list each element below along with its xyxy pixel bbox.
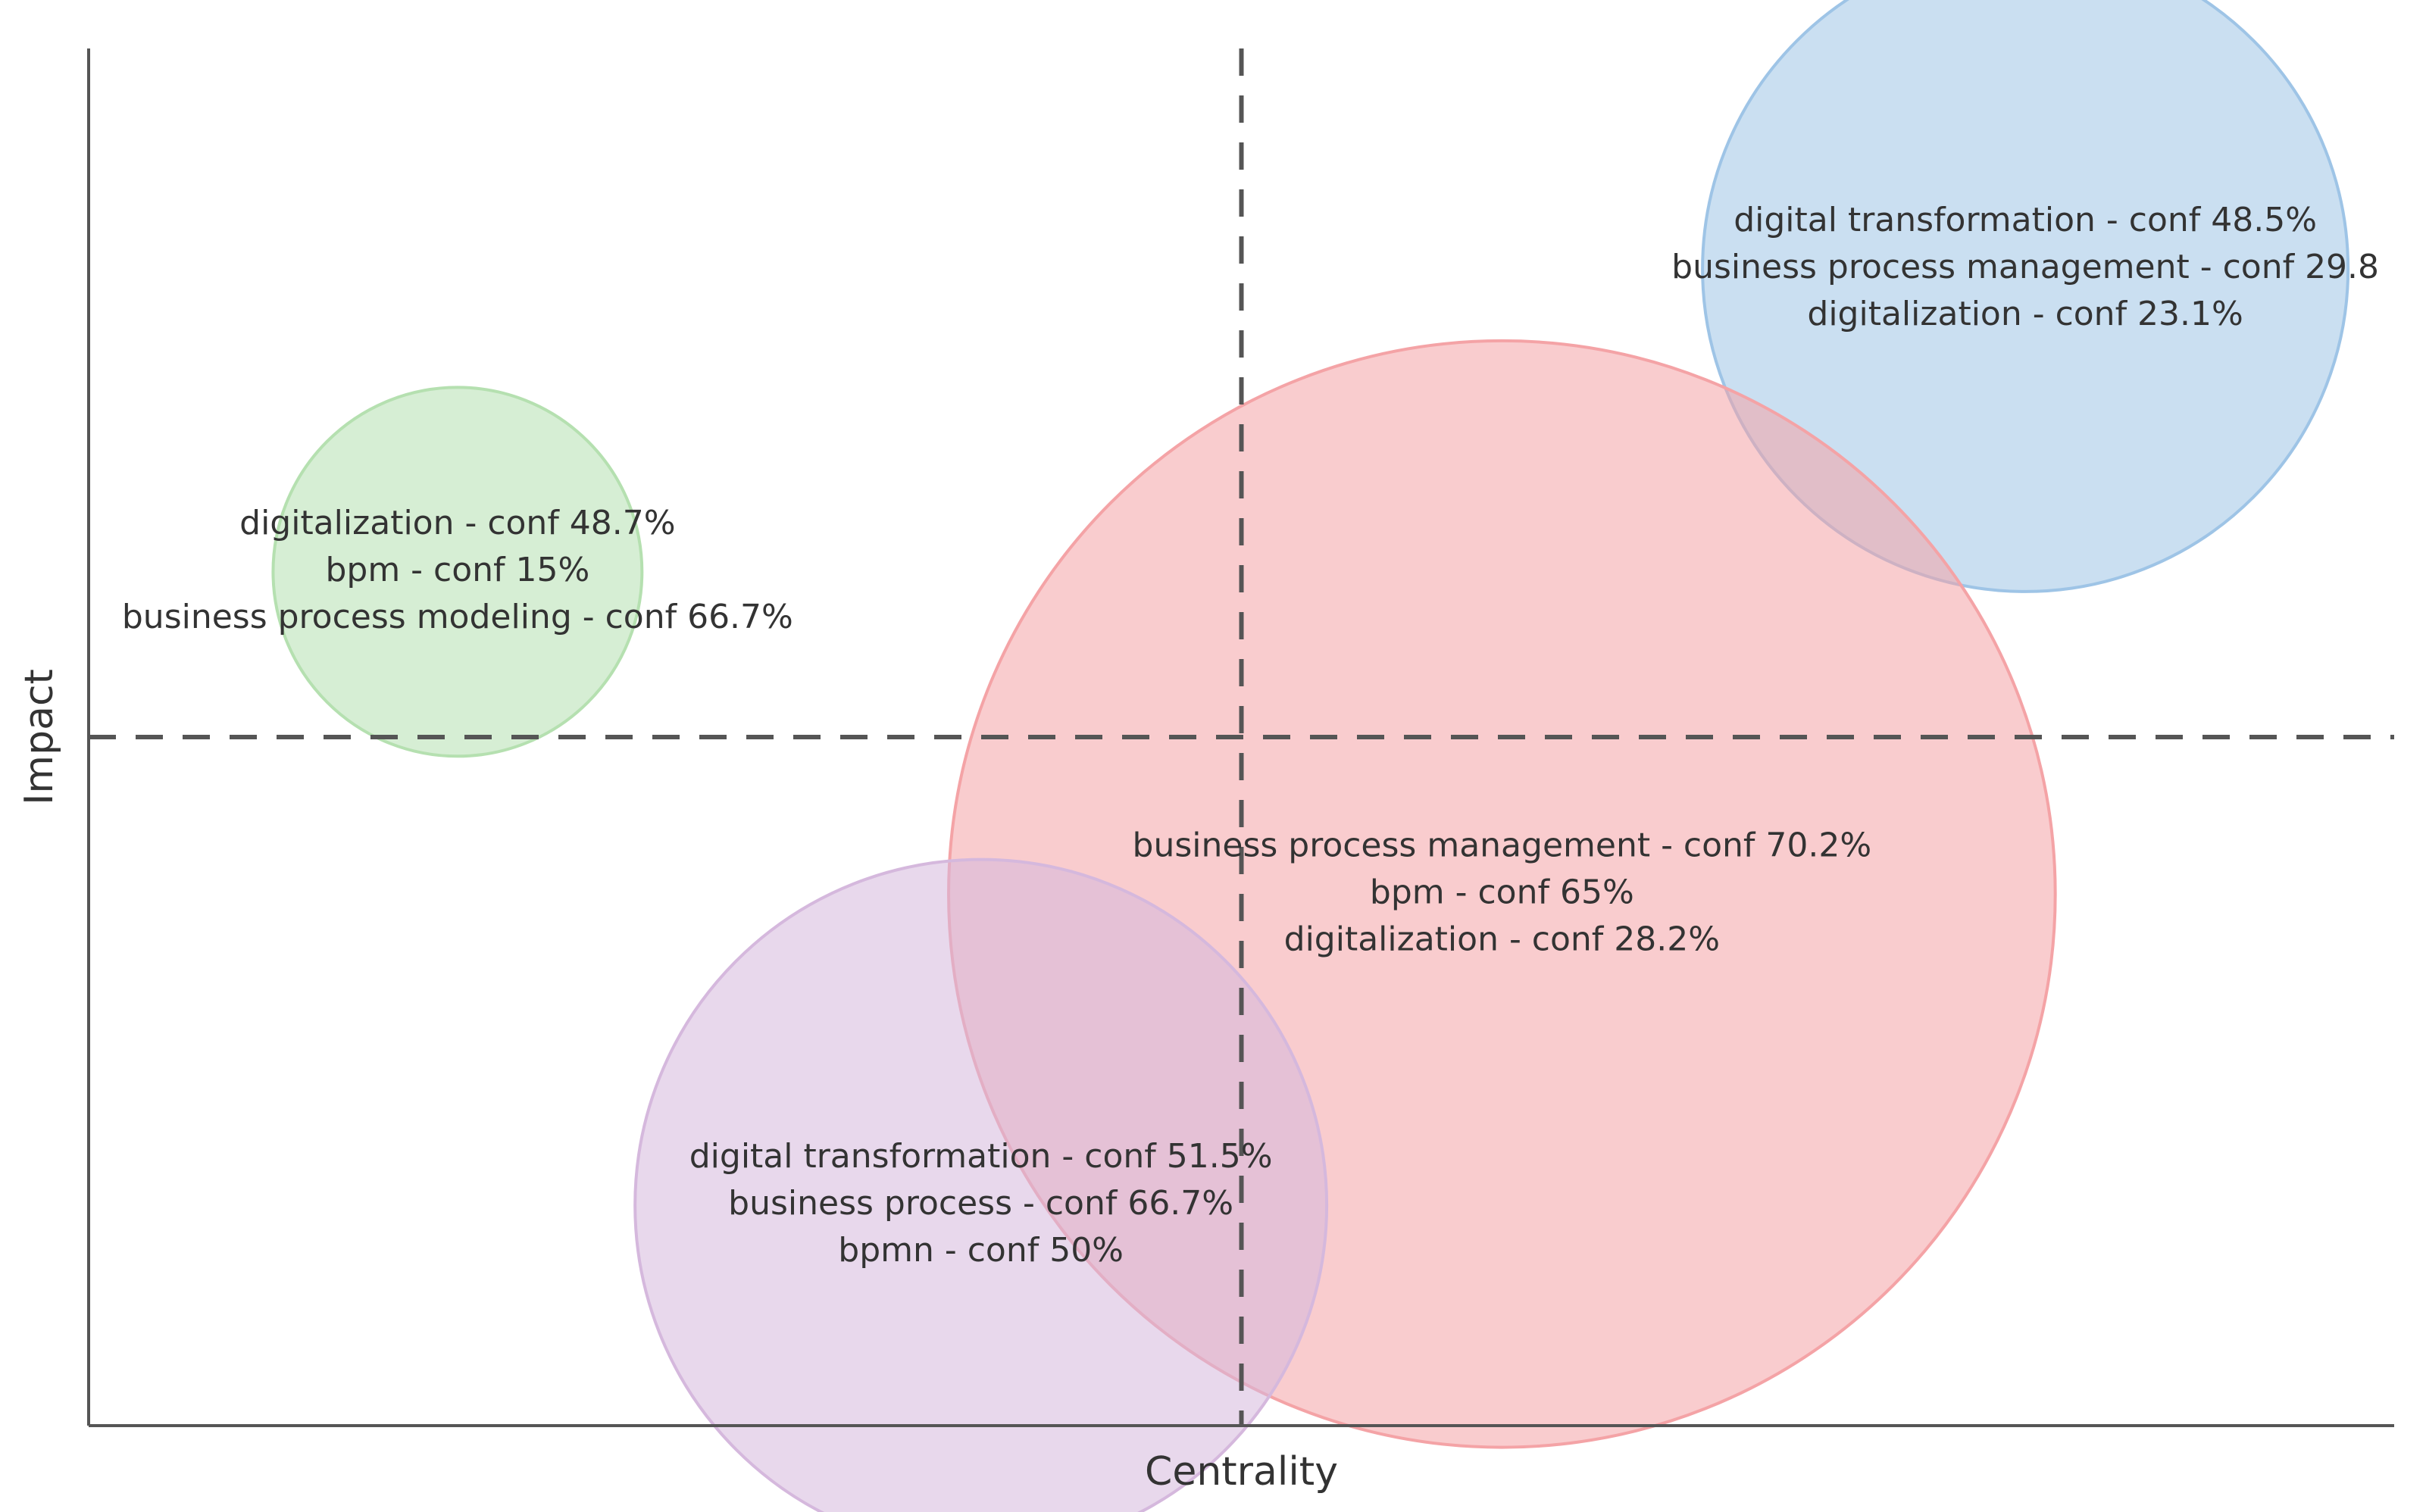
bubble-label: business process - conf 66.7% [728, 1184, 1233, 1223]
bubble-label: digitalization - conf 48.7% [239, 504, 675, 542]
bubble-label: digitalization - conf 23.1% [1807, 295, 2243, 333]
bubble-label: business process modeling - conf 66.7% [122, 598, 793, 636]
bubble-label: business process management - conf 29.8 [1671, 248, 2379, 286]
bubble-cluster-blue [1701, 0, 2350, 593]
bubble-label: bpm - conf 15% [325, 551, 589, 589]
bubble-label: digital transformation - conf 48.5% [1734, 201, 2317, 239]
bubble-label: digitalization - conf 28.2% [1284, 920, 1720, 958]
reference-lines [89, 48, 2394, 1426]
bubble-label: business process management - conf 70.2% [1133, 826, 1872, 864]
bubble-labels: digital transformation - conf 48.5% busin… [122, 201, 2379, 1270]
bubbles-layer [271, 0, 2350, 1512]
bubble-label: bpm - conf 65% [1370, 873, 1634, 911]
bubble-cluster-green [271, 386, 644, 758]
bubble-cluster-purple [633, 858, 1328, 1512]
bubble-label: bpmn - conf 50% [838, 1231, 1124, 1270]
axes [87, 48, 2394, 1427]
x-axis-title: Centrality [1145, 1449, 1338, 1495]
y-axis-title: Impact [17, 669, 62, 805]
bubble-label: digital transformation - conf 51.5% [689, 1137, 1273, 1176]
